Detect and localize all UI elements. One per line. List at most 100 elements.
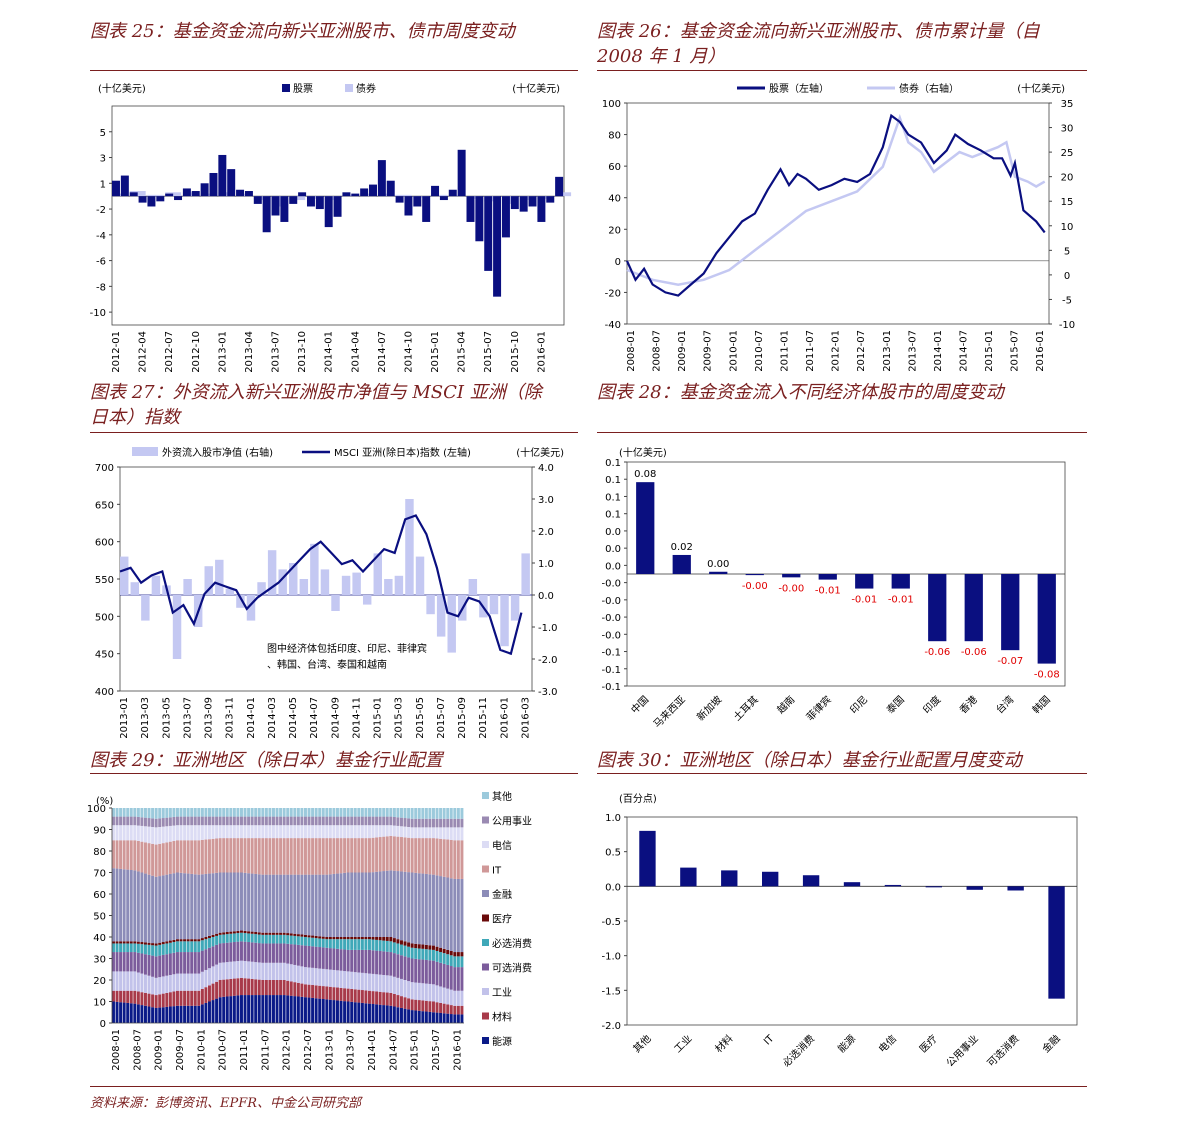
footer-rule bbox=[90, 1086, 1087, 1087]
x-tick-label: 2014-05 bbox=[288, 697, 299, 739]
stack-segment bbox=[375, 871, 379, 937]
stack-segment bbox=[417, 838, 421, 874]
stack-segment bbox=[254, 808, 258, 817]
stack-segment bbox=[424, 983, 428, 1001]
stack-segment bbox=[360, 825, 364, 839]
stack-segment bbox=[243, 808, 247, 817]
stack-segment bbox=[417, 873, 421, 945]
inflow-bar bbox=[447, 595, 456, 653]
category-label: 菲律宾 bbox=[803, 693, 833, 723]
stack-segment bbox=[414, 827, 418, 839]
inflow-bar bbox=[521, 553, 530, 595]
stack-segment bbox=[304, 825, 307, 839]
stack-segment bbox=[403, 945, 407, 957]
x-tick-label: 2014-07 bbox=[388, 1029, 399, 1071]
stack-segment bbox=[389, 835, 393, 871]
stack-segment bbox=[129, 869, 133, 942]
stack-segment bbox=[250, 961, 254, 979]
y-tick-label: 0.1 bbox=[605, 510, 621, 521]
stack-segment bbox=[389, 825, 393, 836]
x-tick-label: 2012-01 bbox=[111, 331, 122, 373]
stack-segment bbox=[421, 808, 425, 819]
inflow-bar bbox=[320, 569, 330, 595]
stack-segment bbox=[158, 1007, 162, 1023]
stack-segment bbox=[272, 934, 275, 944]
stack-segment bbox=[385, 951, 389, 976]
x-tick-label: 2010-07 bbox=[218, 1029, 229, 1071]
stack-segment bbox=[360, 972, 364, 991]
y-tick-label: -0.1 bbox=[601, 648, 621, 659]
stack-segment bbox=[428, 983, 432, 1002]
stack-segment bbox=[243, 872, 247, 931]
stack-segment bbox=[382, 1005, 386, 1023]
stack-segment bbox=[172, 1006, 176, 1023]
stack-segment bbox=[190, 1005, 194, 1023]
stack-segment bbox=[392, 993, 396, 1007]
stack-segment bbox=[222, 934, 226, 944]
stack-segment bbox=[289, 981, 293, 996]
stack-segment bbox=[268, 934, 272, 944]
stack-segment bbox=[218, 934, 222, 944]
stack-segment bbox=[446, 839, 450, 878]
stack-segment bbox=[144, 1005, 147, 1023]
x-tick-label: 2008-01 bbox=[626, 330, 637, 372]
stack-segment bbox=[428, 1001, 432, 1012]
stack-segment bbox=[371, 939, 375, 951]
stack-segment bbox=[218, 980, 222, 998]
stack-segment bbox=[154, 876, 158, 944]
legend-label: IT bbox=[492, 866, 502, 877]
y-right-tick-label: 0.0 bbox=[538, 591, 554, 602]
stack-segment bbox=[332, 838, 336, 874]
stack-segment bbox=[421, 827, 425, 839]
stack-segment bbox=[382, 836, 386, 872]
stack-segment bbox=[385, 937, 389, 941]
stack-segment bbox=[197, 874, 201, 940]
stack-segment bbox=[250, 933, 254, 943]
stack-segment bbox=[332, 1000, 336, 1023]
inflow-bar bbox=[141, 595, 150, 621]
stack-segment bbox=[168, 953, 172, 975]
stack-segment bbox=[122, 990, 126, 1003]
stack-segment bbox=[346, 939, 350, 950]
stack-segment bbox=[161, 1007, 165, 1023]
stack-segment bbox=[435, 875, 439, 947]
x-tick-label: 2013-07 bbox=[346, 1029, 357, 1071]
stack-segment bbox=[428, 838, 432, 875]
stock-bar bbox=[227, 169, 236, 197]
stack-segment bbox=[307, 967, 311, 985]
stack-segment bbox=[140, 992, 144, 1006]
y-right-tick-label: 35 bbox=[1061, 99, 1074, 110]
stack-segment bbox=[268, 980, 272, 996]
category-label: 材料 bbox=[712, 1032, 735, 1055]
stack-segment bbox=[215, 808, 219, 817]
inflow-bar bbox=[352, 572, 361, 595]
stack-segment bbox=[346, 1001, 350, 1023]
stack-segment bbox=[332, 816, 336, 826]
stack-segment bbox=[264, 838, 268, 875]
stack-segment bbox=[435, 1012, 439, 1023]
stack-segment bbox=[264, 932, 268, 935]
bond-bar bbox=[306, 196, 323, 199]
stack-segment bbox=[289, 838, 293, 875]
stack-segment bbox=[240, 808, 243, 817]
y-tick-label: 80 bbox=[93, 847, 106, 858]
stack-segment bbox=[154, 818, 158, 828]
stack-segment bbox=[453, 1005, 457, 1015]
stack-segment bbox=[147, 818, 151, 827]
stack-segment bbox=[154, 995, 158, 1008]
stack-segment bbox=[165, 954, 169, 976]
stack-segment bbox=[439, 1012, 443, 1023]
stack-segment bbox=[261, 934, 265, 944]
x-tick-label: 2009-01 bbox=[677, 330, 688, 372]
x-tick-label: 2015-05 bbox=[415, 697, 426, 739]
inflow-bar bbox=[183, 579, 192, 595]
stack-segment bbox=[410, 958, 414, 983]
stock-bar bbox=[262, 196, 271, 233]
stack-segment bbox=[314, 825, 318, 839]
stack-segment bbox=[254, 962, 258, 980]
stack-segment bbox=[311, 985, 315, 998]
stack-segment bbox=[357, 816, 361, 826]
stack-segment bbox=[442, 876, 446, 949]
stack-segment bbox=[172, 939, 176, 943]
y-tick-label: 50 bbox=[93, 912, 106, 923]
